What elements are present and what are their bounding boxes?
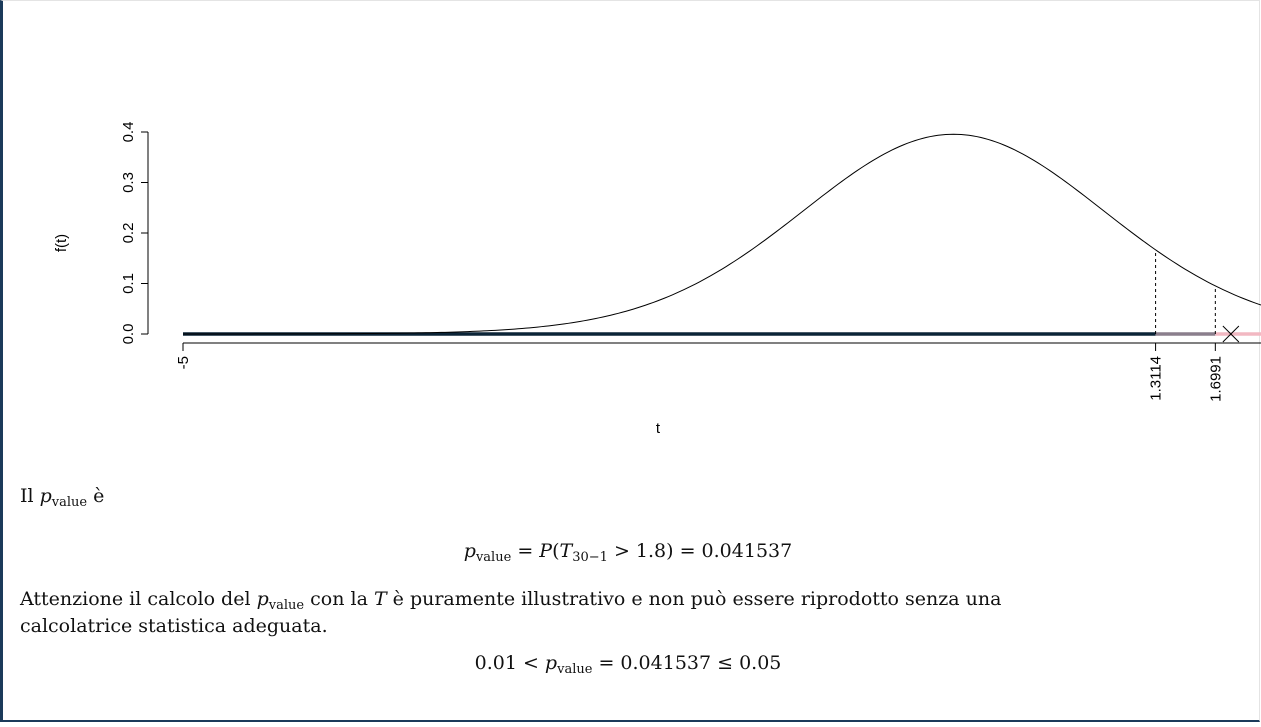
- warning-paragraph: Attenzione il calcolo del pvalue con la …: [20, 586, 1001, 640]
- observed-marker: [1222, 325, 1240, 343]
- pvalue-inequality: 0.01 < pvalue = 0.041537 ≤ 0.05: [0, 652, 1256, 677]
- y-tick-label: 0.0: [120, 324, 137, 345]
- p-subscript: value: [268, 598, 305, 613]
- inequality-right: = 0.041537 ≤ 0.05: [592, 652, 782, 674]
- x-tick-label: 1.6991: [1207, 356, 1224, 402]
- intro-text: Il: [20, 485, 40, 507]
- close-paren: ) =: [666, 540, 702, 562]
- inequality-left: 0.01 <: [474, 652, 545, 674]
- y-tick-label: 0.2: [120, 223, 137, 244]
- intro-text-end: è: [87, 485, 105, 507]
- p-subscript: value: [51, 495, 88, 510]
- y-tick-label: 0.4: [120, 122, 137, 143]
- warning-text: Attenzione il calcolo del: [20, 588, 257, 610]
- observed-cross-stroke: [1222, 325, 1240, 343]
- critical-lines: [1155, 249, 1216, 334]
- t-symbol: T: [373, 588, 387, 610]
- pvalue-equation: pvalue = P(T30−1 > 1.8) = 0.041537: [0, 540, 1256, 565]
- t-symbol: T: [559, 540, 573, 562]
- pvalue-result: 0.041537: [701, 540, 793, 562]
- density-curve: [183, 133, 1261, 335]
- warning-text-mid: con la: [304, 588, 374, 610]
- probability-symbol: P: [539, 540, 553, 562]
- observed-value: 1.8: [635, 540, 667, 562]
- p-symbol: p: [463, 540, 476, 562]
- p-subscript: value: [475, 550, 512, 565]
- p-symbol: p: [256, 588, 269, 610]
- degrees-of-freedom: 30−1: [572, 550, 608, 565]
- y-tick-label: 0.3: [120, 172, 137, 193]
- equals: =: [511, 540, 540, 562]
- y-tick-label: 0.1: [120, 273, 137, 294]
- p-symbol: p: [39, 485, 52, 507]
- intro-line: Il pvalue è: [20, 483, 104, 510]
- warning-text-end: è puramente illustrativo e non può esser…: [386, 588, 1002, 610]
- open-paren: (: [552, 540, 560, 562]
- greater-than: >: [607, 540, 636, 562]
- x-tick-label: 1.3114: [1148, 356, 1165, 401]
- x-axis-label: t: [656, 420, 661, 437]
- warning-text-line2: calcolatrice statistica adeguata.: [20, 615, 328, 637]
- y-axis: 0.0 0.1 0.2 0.3 0.4: [120, 122, 149, 345]
- p-subscript: value: [557, 662, 593, 677]
- t-distribution-chart: 0.00.10.20.30.4 -51.31141.69912.4623.396…: [53, 122, 1261, 437]
- x-tick-label: -5: [175, 356, 192, 369]
- y-axis-label: f(t): [53, 234, 70, 252]
- p-symbol: p: [544, 652, 558, 674]
